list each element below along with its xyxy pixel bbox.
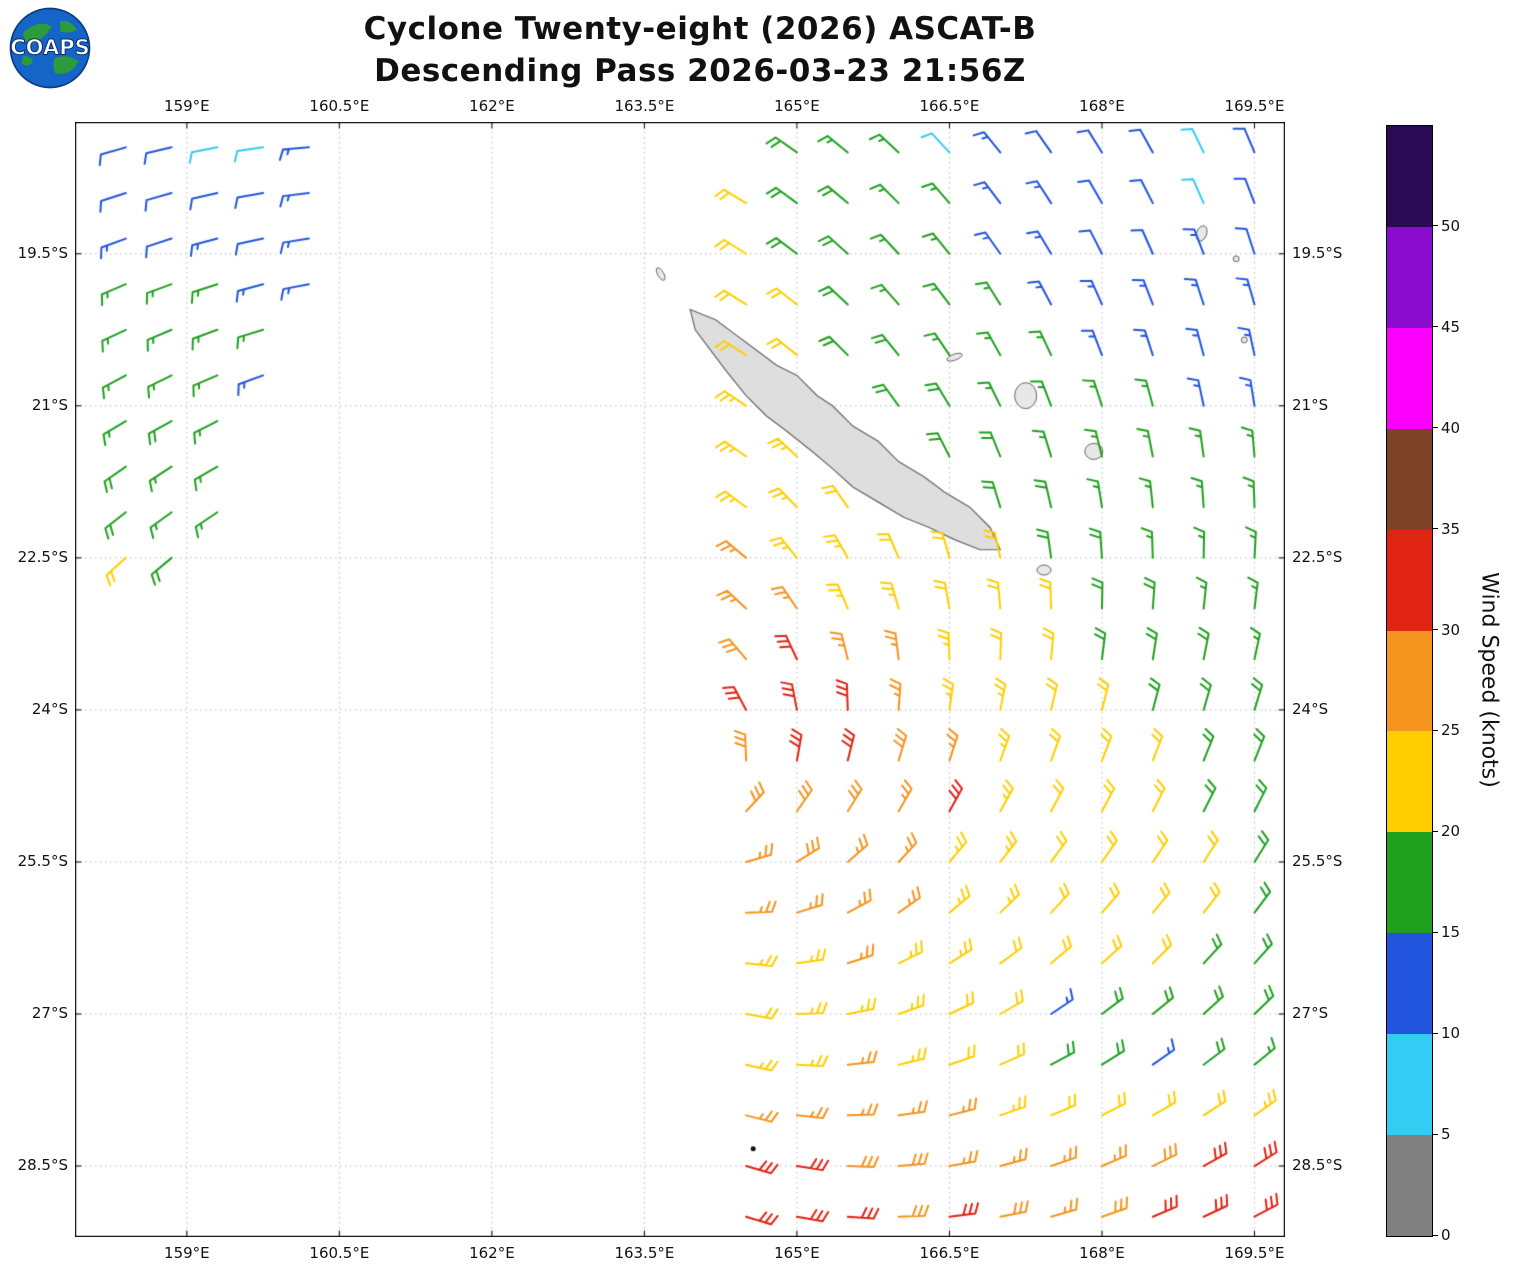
colorbar-segment-5-10: [1387, 1034, 1432, 1136]
colorbar-tick-mark: [1432, 528, 1438, 530]
x-tick-label-bottom: 159°E: [164, 1244, 210, 1262]
logo-land-shape: [23, 23, 52, 45]
colorbar-tick-mark: [1432, 629, 1438, 631]
colorbar-tick-label: 25: [1441, 721, 1461, 740]
y-tick-label-right: 19.5°S: [1292, 243, 1343, 262]
x-tick-label-bottom: 162°E: [469, 1244, 515, 1262]
colorbar-tick-label: 35: [1441, 519, 1461, 538]
colorbar-tick-mark: [1432, 1234, 1438, 1236]
colorbar-tick-mark: [1432, 427, 1438, 429]
colorbar-segment-15-20: [1387, 832, 1432, 934]
y-tick-label-right: 24°S: [1292, 699, 1329, 718]
x-tick-label-bottom: 168°E: [1079, 1244, 1125, 1262]
colorbar-tick-mark: [1432, 931, 1438, 933]
colorbar-tick-label: 50: [1441, 216, 1461, 235]
chart-title-line2: Descending Pass 2026-03-23 21:56Z: [374, 53, 1026, 89]
y-tick-label-left: 21°S: [31, 395, 68, 414]
y-tick-label-right: 21°S: [1292, 395, 1329, 414]
colorbar-tick-label: 45: [1441, 317, 1461, 336]
x-tick-label-top: 166.5°E: [919, 97, 980, 115]
x-tick-label-top: 162°E: [469, 97, 515, 115]
y-tick-label-left: 25.5°S: [17, 851, 68, 870]
coaps-logo: COAPS: [9, 7, 91, 89]
logo-land-shape: [60, 20, 77, 33]
x-tick-label-bottom: 160.5°E: [309, 1244, 370, 1262]
colorbar-tick-mark: [1432, 830, 1438, 832]
x-tick-label-bottom: 163.5°E: [614, 1244, 675, 1262]
colorbar-segment-20-25: [1387, 731, 1432, 833]
colorbar-segment-45-50: [1387, 226, 1432, 328]
x-tick-label-top: 160.5°E: [309, 97, 370, 115]
colorbar-tick-label: 30: [1441, 620, 1461, 639]
y-tick-label-right: 25.5°S: [1292, 851, 1343, 870]
x-tick-label-top: 165°E: [774, 97, 820, 115]
x-tick-label-bottom: 165°E: [774, 1244, 820, 1262]
colorbar-tick-label: 0: [1441, 1226, 1451, 1244]
y-tick-label-left: 19.5°S: [17, 243, 68, 262]
wind-barb-map-canvas: [75, 122, 1285, 1237]
y-tick-label-left: 22.5°S: [17, 547, 68, 566]
map-plot-area: [75, 122, 1285, 1237]
y-tick-label-left: 27°S: [31, 1004, 68, 1022]
y-tick-label-left: 24°S: [31, 699, 68, 718]
x-tick-label-bottom: 169.5°E: [1224, 1244, 1285, 1262]
title-block: Cyclone Twenty-eight (2026) ASCAT-B Desc…: [0, 8, 1400, 92]
y-tick-label-left: 28.5°S: [17, 1156, 68, 1175]
colorbar-title: Wind Speed (knots): [1476, 572, 1502, 788]
colorbar-tick-label: 15: [1441, 923, 1461, 942]
colorbar-tick-label: 40: [1441, 418, 1461, 437]
colorbar-tick-label: 10: [1441, 1024, 1461, 1043]
y-tick-label-right: 28.5°S: [1292, 1156, 1343, 1175]
colorbar-tick-label: 20: [1441, 822, 1461, 841]
y-tick-label-right: 27°S: [1292, 1004, 1329, 1022]
x-tick-label-top: 168°E: [1079, 97, 1125, 115]
y-tick-label-right: 22.5°S: [1292, 547, 1343, 566]
colorbar-tick-mark: [1432, 225, 1438, 227]
x-tick-label-top: 163.5°E: [614, 97, 675, 115]
logo-land-shape: [21, 56, 34, 66]
colorbar-segment-10-15: [1387, 933, 1432, 1035]
colorbar-segment-40-45: [1387, 327, 1432, 429]
colorbar-segment-25-30: [1387, 630, 1432, 732]
colorbar-segment-0-5: [1387, 1135, 1432, 1236]
chart-title-line1: Cyclone Twenty-eight (2026) ASCAT-B: [363, 11, 1037, 47]
colorbar-segment-30-35: [1387, 529, 1432, 631]
colorbar-tick-mark: [1432, 729, 1438, 731]
colorbar-tick-mark: [1432, 1032, 1438, 1034]
x-tick-label-top: 159°E: [164, 97, 210, 115]
x-tick-label-top: 169.5°E: [1224, 97, 1285, 115]
colorbar-tick-label: 5: [1441, 1125, 1451, 1144]
colorbar-tick-mark: [1432, 1133, 1438, 1135]
x-tick-label-bottom: 166.5°E: [919, 1244, 980, 1262]
colorbar-segment-50-55: [1387, 126, 1432, 227]
logo-land-shape: [53, 56, 79, 74]
colorbar-tick-mark: [1432, 326, 1438, 328]
logo-text: COAPS: [10, 36, 89, 60]
colorbar-segment-35-40: [1387, 428, 1432, 530]
wind-speed-colorbar: [1386, 125, 1433, 1237]
